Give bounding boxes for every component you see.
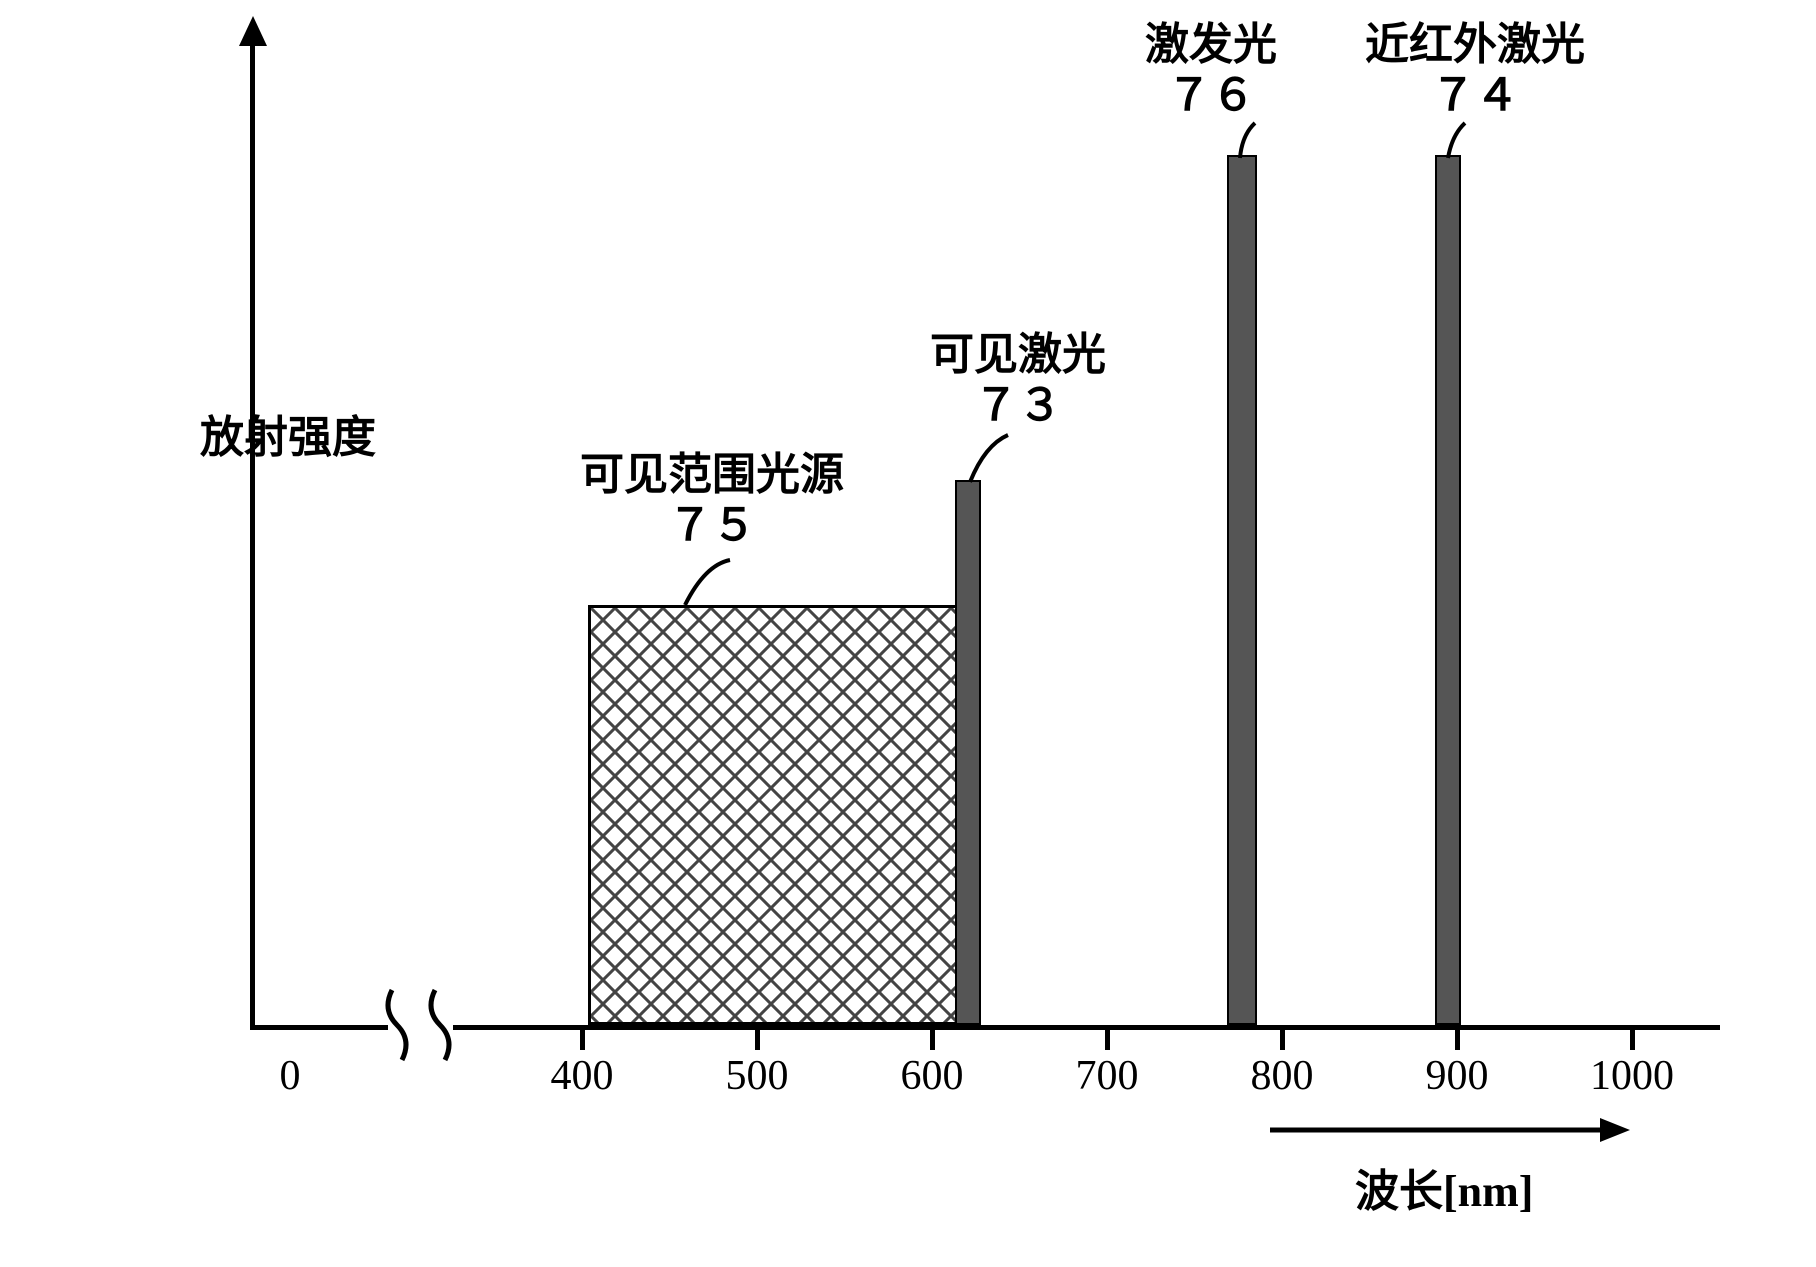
x-tick [1280,1026,1285,1050]
x-tick-label: 700 [1076,1052,1139,1100]
x-tick [930,1026,935,1050]
label-visible-laser: 可见激光 ７３ [930,330,1106,431]
leader-line-icon [960,430,1030,495]
crosshatch-fill-icon [591,608,955,1022]
y-axis-arrow-icon [239,16,267,46]
leader-line-icon [1440,120,1490,170]
x-tick [1630,1026,1635,1050]
x-tick [1105,1026,1110,1050]
bar-visible-laser [955,480,981,1025]
x-axis-arrow-icon [1265,1115,1635,1145]
x-tick-label: 600 [901,1052,964,1100]
bar-visible-range-source [588,605,958,1025]
label-excitation-light: 激发光 ７６ [1145,20,1277,121]
emission-spectrum-chart: 放射强度 0 400 500 600 700 800 900 1000 [180,30,1760,1210]
bar-excitation-light [1227,155,1257,1025]
label-near-ir-laser: 近红外激光 ７４ [1365,20,1585,121]
x-tick [580,1026,585,1050]
x-axis-line [250,1025,1720,1030]
x-tick [755,1026,760,1050]
x-axis-label: 波长[nm] [1355,1155,1533,1219]
x-tick-label: 900 [1426,1052,1489,1100]
y-axis-line [250,40,255,1030]
x-tick [1455,1026,1460,1050]
x-tick-label: 400 [551,1052,614,1100]
leader-line-icon [670,550,750,620]
x-tick-label: 1000 [1590,1052,1674,1100]
plot-area: 0 400 500 600 700 800 900 1000 [250,30,1730,1030]
leader-line-icon [1230,120,1280,170]
x-tick-label: 800 [1251,1052,1314,1100]
x-tick-label: 500 [726,1052,789,1100]
bar-near-ir-laser [1435,155,1461,1025]
label-visible-range-source: 可见范围光源 ７５ [580,450,844,551]
axis-break-icon [380,985,470,1070]
x-origin-label: 0 [280,1052,301,1100]
